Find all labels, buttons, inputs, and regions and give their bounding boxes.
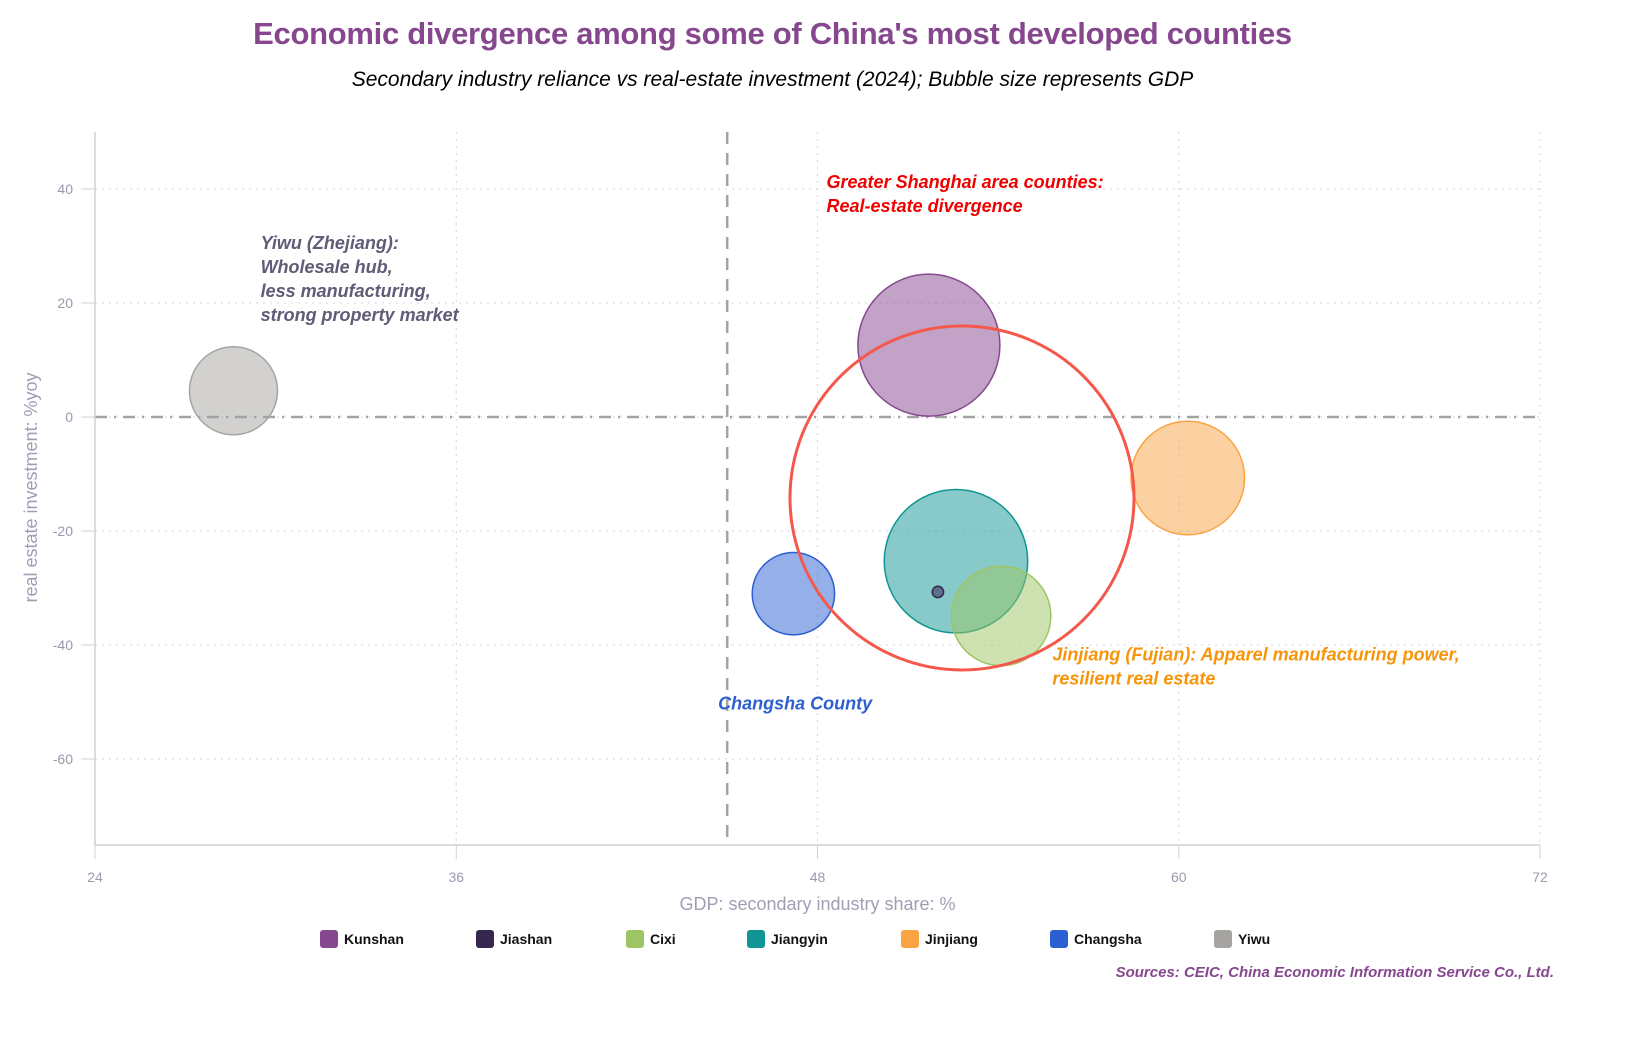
annotation-line: Greater Shanghai area counties: <box>827 172 1104 192</box>
annotation-line: resilient real estate <box>1052 668 1215 688</box>
legend-item-jiangyin[interactable]: Jiangyin <box>747 930 828 948</box>
annotation-changsha: Changsha County <box>718 693 873 713</box>
y-axis-title: real estate investment: %yoy <box>21 372 41 602</box>
y-tick-label: 0 <box>65 409 73 425</box>
y-tick-label: 20 <box>57 295 73 311</box>
bubble-cixi <box>950 565 1052 667</box>
highlight-layer <box>788 324 1136 672</box>
legend-swatch <box>320 930 338 948</box>
legend-swatch <box>476 930 494 948</box>
legend-swatch <box>1214 930 1232 948</box>
y-tick-label: 40 <box>57 181 73 197</box>
y-tick-label: -20 <box>53 523 73 539</box>
bubble-kunshan <box>857 273 1001 417</box>
x-tick-label: 48 <box>810 869 826 885</box>
legend-label: Changsha <box>1074 931 1142 947</box>
grid-layer <box>94 132 1541 845</box>
legend-swatch <box>626 930 644 948</box>
axes: -60 -40 -20 0 20 40 24 36 48 60 72 <box>53 132 1548 885</box>
legend-label: Jinjiang <box>925 931 978 947</box>
bubble-jinjiang <box>1130 420 1246 536</box>
legend-swatch <box>1050 930 1068 948</box>
annotation-line: Changsha County <box>718 693 873 713</box>
legend-label: Cixi <box>650 931 676 947</box>
legend-item-changsha[interactable]: Changsha <box>1050 930 1142 948</box>
annotation-line: Jinjiang (Fujian): Apparel manufacturing… <box>1052 644 1459 664</box>
bubble-yiwu <box>188 346 279 436</box>
chart-title: Economic divergence among some of China'… <box>253 16 1292 51</box>
source-note: Sources: CEIC, China Economic Informatio… <box>1115 964 1554 981</box>
annotation-line: Yiwu (Zhejiang): <box>261 233 399 253</box>
legend-label: Kunshan <box>344 931 404 947</box>
legend-swatch <box>747 930 765 948</box>
legend-swatch <box>901 930 919 948</box>
legend-label: Jiangyin <box>771 931 828 947</box>
annotation-line: Real-estate divergence <box>827 196 1023 216</box>
annotation-greater-shanghai: Greater Shanghai area counties: Real-esta… <box>827 172 1104 216</box>
x-tick-label: 24 <box>87 869 103 885</box>
legend-label: Yiwu <box>1238 931 1271 947</box>
highlight-circle-greater-shanghai <box>788 324 1136 672</box>
legend: Kunshan Jiashan Cixi Jiangyin Jinjiang Changs… <box>0 930 1650 954</box>
annotation-yiwu: Yiwu (Zhejiang): Wholesale hub, less manuf… <box>261 233 460 325</box>
y-tick-label: -60 <box>53 751 73 767</box>
x-tick-label: 72 <box>1532 869 1548 885</box>
annotation-line: less manufacturing, <box>261 281 431 301</box>
x-tick-label: 36 <box>448 869 464 885</box>
bubble-jiashan <box>931 585 945 599</box>
legend-item-jiashan[interactable]: Jiashan <box>476 930 552 948</box>
annotation-jinjiang: Jinjiang (Fujian): Apparel manufacturing… <box>1052 644 1459 688</box>
reference-lines <box>95 132 1540 845</box>
annotation-line: strong property market <box>261 305 460 325</box>
legend-item-kunshan[interactable]: Kunshan <box>320 930 404 948</box>
bubbles <box>188 273 1246 667</box>
bubble-chart: -60 -40 -20 0 20 40 24 36 48 60 72 Yiwu (Zhejiang)… <box>21 132 1548 914</box>
legend-item-yiwu[interactable]: Yiwu <box>1214 930 1270 948</box>
y-tick-label: -40 <box>53 637 73 653</box>
legend-label: Jiashan <box>500 931 553 947</box>
x-axis-title: GDP: secondary industry share: % <box>679 894 955 914</box>
legend-item-jinjiang[interactable]: Jinjiang <box>901 930 978 948</box>
legend-item-cixi[interactable]: Cixi <box>626 930 676 948</box>
bubble-changsha <box>751 551 836 636</box>
annotation-line: Wholesale hub, <box>261 257 393 277</box>
x-tick-label: 60 <box>1171 869 1187 885</box>
chart-subtitle: Secondary industry reliance vs real-esta… <box>351 68 1194 91</box>
annotations: Yiwu (Zhejiang): Wholesale hub, less manuf… <box>261 172 1460 714</box>
